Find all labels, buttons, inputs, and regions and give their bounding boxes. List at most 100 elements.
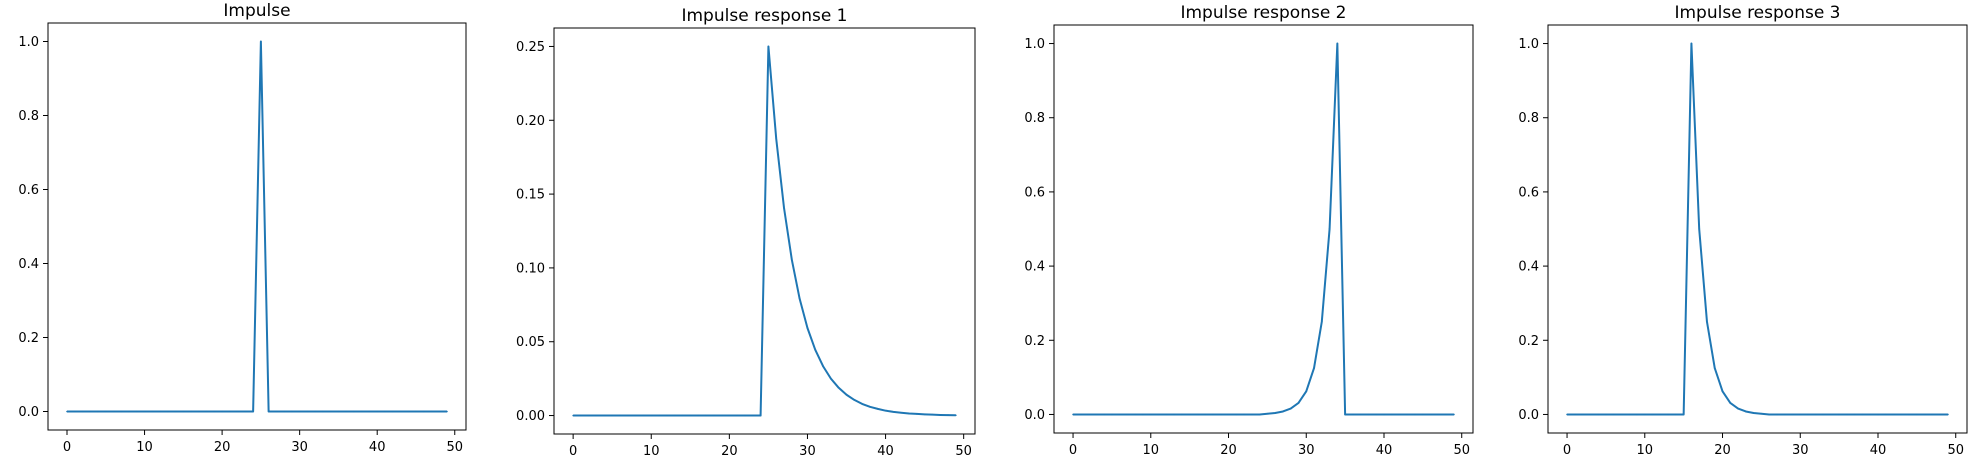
data-point bbox=[174, 410, 177, 413]
data-point bbox=[422, 410, 425, 413]
data-point bbox=[1313, 367, 1315, 369]
y-tick-label: 0.2 bbox=[18, 331, 39, 346]
data-point bbox=[135, 410, 138, 413]
data-point bbox=[1830, 413, 1833, 416]
data-point bbox=[1737, 407, 1739, 410]
data-point bbox=[1429, 413, 1432, 416]
data-point bbox=[368, 410, 371, 413]
data-point bbox=[775, 137, 778, 140]
y-tick-label: 0.0 bbox=[1518, 408, 1539, 423]
data-point bbox=[229, 410, 231, 413]
data-point bbox=[619, 414, 621, 417]
data-point bbox=[1768, 413, 1770, 416]
data-point bbox=[814, 349, 817, 351]
data-point bbox=[1721, 390, 1724, 393]
data-point bbox=[143, 410, 146, 413]
data-point bbox=[1453, 413, 1455, 416]
x-tick-label: 50 bbox=[955, 444, 972, 459]
series-line bbox=[573, 45, 956, 417]
data-point bbox=[1289, 407, 1292, 410]
data-point bbox=[1682, 413, 1685, 416]
data-point bbox=[337, 410, 340, 413]
data-point bbox=[783, 207, 785, 209]
data-point bbox=[1118, 413, 1121, 416]
data-point bbox=[267, 410, 270, 413]
chart-title: Impulse response 2 bbox=[1180, 3, 1346, 23]
data-point bbox=[1799, 413, 1802, 416]
y-tick-label: 0.6 bbox=[1024, 185, 1045, 200]
data-point bbox=[1266, 412, 1269, 415]
data-point bbox=[689, 414, 692, 417]
data-point bbox=[1628, 413, 1631, 416]
data-point bbox=[798, 297, 801, 300]
data-point bbox=[1877, 413, 1879, 416]
data-point bbox=[1157, 413, 1160, 416]
data-point bbox=[1853, 413, 1856, 416]
x-tick-label: 40 bbox=[1870, 443, 1887, 458]
series-line bbox=[67, 40, 447, 413]
data-point bbox=[1643, 413, 1646, 416]
data-point bbox=[869, 406, 871, 408]
y-tick-label: 0.0 bbox=[18, 405, 39, 420]
data-point bbox=[1713, 367, 1716, 369]
data-point bbox=[283, 410, 285, 413]
data-point bbox=[1861, 413, 1864, 416]
data-point bbox=[830, 377, 832, 380]
data-point bbox=[822, 365, 824, 368]
subplot-2: 0 10 20 30 40 50 0.00 0.05 0.10 0.15 0.20 0.25 Impul… bbox=[516, 6, 976, 459]
x-tick-label: 10 bbox=[643, 444, 660, 459]
data-point bbox=[1134, 413, 1137, 416]
data-point bbox=[1822, 413, 1825, 416]
y-tick-label: 0.8 bbox=[1518, 111, 1539, 126]
data-point bbox=[1908, 413, 1910, 416]
data-point bbox=[1305, 390, 1308, 393]
y-tick-label: 0.4 bbox=[1518, 260, 1539, 275]
data-point bbox=[306, 410, 309, 413]
data-point bbox=[353, 410, 355, 413]
y-tick-label: 1.0 bbox=[18, 35, 39, 50]
data-point bbox=[1375, 413, 1378, 416]
data-point bbox=[104, 410, 107, 413]
chart-title: Impulse response 1 bbox=[681, 6, 847, 26]
y-tick-label: 1.0 bbox=[1518, 37, 1539, 52]
data-point bbox=[260, 40, 262, 43]
y-tick-label: 0.4 bbox=[18, 257, 39, 272]
data-point bbox=[1776, 413, 1778, 416]
data-point bbox=[1196, 413, 1199, 416]
data-point bbox=[1760, 412, 1763, 415]
x-tick-label: 20 bbox=[214, 440, 231, 455]
data-point bbox=[128, 410, 130, 413]
data-point bbox=[1597, 413, 1599, 416]
data-point bbox=[66, 410, 68, 413]
data-point bbox=[1437, 413, 1440, 416]
data-point bbox=[221, 410, 223, 413]
data-point bbox=[298, 410, 301, 413]
data-point bbox=[1690, 42, 1693, 45]
data-point bbox=[1188, 413, 1191, 416]
x-tick-label: 20 bbox=[1714, 443, 1731, 458]
y-tick-label: 0.2 bbox=[1518, 334, 1539, 349]
data-point bbox=[634, 414, 637, 417]
data-point bbox=[900, 411, 902, 414]
data-point bbox=[159, 410, 161, 413]
data-point bbox=[845, 393, 848, 396]
data-point bbox=[1111, 413, 1113, 416]
y-tick-label: 0.10 bbox=[516, 261, 545, 276]
data-point bbox=[1080, 413, 1082, 416]
y-tick-label: 0.2 bbox=[1024, 334, 1045, 349]
data-point bbox=[1445, 413, 1447, 416]
data-point bbox=[322, 410, 324, 413]
subplot-3: 0 10 20 30 40 50 0.0 0.2 0.4 0.6 0.8 1.0 Impulse res… bbox=[1024, 3, 1474, 458]
axes-frame bbox=[1053, 24, 1474, 434]
data-point bbox=[1581, 413, 1584, 416]
data-point bbox=[587, 414, 590, 417]
data-point bbox=[1149, 413, 1152, 416]
x-tick-label: 10 bbox=[1143, 443, 1160, 458]
data-point bbox=[650, 414, 653, 417]
data-point bbox=[673, 414, 676, 417]
data-point bbox=[360, 410, 363, 413]
data-point bbox=[705, 414, 707, 417]
data-point bbox=[89, 410, 92, 413]
y-tick-label: 0.15 bbox=[516, 188, 545, 203]
y-tick-label: 0.6 bbox=[1518, 185, 1539, 200]
